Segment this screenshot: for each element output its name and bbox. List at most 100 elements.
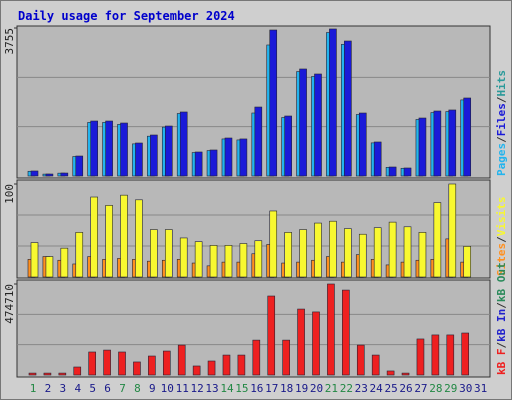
bar [224,245,233,278]
legend-separator: / [495,136,508,143]
x-tick-label: 29 [444,382,457,395]
bar [356,344,365,376]
y-tick-label: 100 [3,184,16,204]
bar [401,372,410,376]
legend: Pages/Files/Hits [495,70,508,176]
bar [463,97,472,177]
x-tick-label: 8 [134,382,141,395]
bar [344,40,352,177]
bar [344,228,352,278]
bar [60,247,69,278]
bar [194,241,203,278]
legend-separator: / [495,236,508,243]
bar [386,370,395,376]
bar [105,205,113,278]
x-tick-label: 22 [340,382,353,395]
bar [388,166,397,177]
legend: Sites/Visits [495,197,508,277]
bar [373,141,382,177]
x-tick-label: 7 [119,382,126,395]
bar [73,366,82,376]
bar [448,109,457,177]
legend-separator: / [495,302,508,309]
x-tick-label: 17 [265,382,278,395]
bar [135,199,143,278]
x-tick-label: 4 [74,382,81,395]
bar [222,354,231,376]
bar [284,115,292,177]
bar [224,137,233,177]
x-tick-label: 21 [325,382,338,395]
bar [314,222,322,278]
bar [252,339,261,376]
x-tick-label: 15 [235,382,248,395]
bar [150,229,158,278]
legend-entry: kB Out [495,262,508,302]
bar [192,365,201,376]
bar [164,125,173,177]
bar [237,354,246,376]
bar [297,308,305,376]
legend-entry: Sites [495,243,508,276]
bar [418,232,427,278]
bar [329,28,337,177]
bar [254,240,263,278]
x-tick-label: 13 [205,382,218,395]
x-tick-label: 18 [280,382,293,395]
bar [45,173,54,177]
bar [148,355,156,376]
x-tick-label: 11 [176,382,189,395]
bar [90,196,98,278]
bar [164,229,173,278]
bar [88,351,96,376]
x-tick-label: 6 [104,382,111,395]
bar [388,221,397,278]
x-tick-label: 27 [414,382,427,395]
x-tick-label: 30 [459,382,472,395]
x-tick-label: 9 [149,382,156,395]
bar [358,112,367,177]
bar [103,349,111,376]
bar [448,183,457,278]
bar [418,117,427,177]
bar [150,134,158,177]
bar [282,339,290,376]
x-tick-label: 3 [60,382,67,395]
bar [118,351,126,376]
bar [461,332,470,376]
bar [269,210,278,278]
legend-entry: Files [495,103,508,136]
x-tick-label: 26 [399,382,412,395]
y-tick-label: 474710 [3,284,16,324]
bar [209,149,218,177]
x-tick-label: 5 [89,382,96,395]
bar [60,172,69,177]
bar [239,243,248,278]
bar [327,283,335,376]
bar [433,110,442,177]
bar [194,151,203,177]
bar [177,344,186,376]
bar [209,245,218,278]
legend-entry: Visits [495,197,508,237]
bar [299,229,307,278]
bar [179,111,188,177]
bar [43,372,52,376]
bar [416,338,425,376]
bar [105,120,113,177]
legend-entry: Pages [495,143,508,176]
x-tick-label: 28 [429,382,442,395]
bar [58,372,67,376]
bar [75,232,84,278]
bar [446,334,455,376]
bar [30,242,39,278]
y-tick-label: 3755 [3,28,16,55]
bar [329,220,337,278]
legend: kB F/kB In/kB Out [495,262,508,375]
bar [239,138,248,177]
bar [267,295,276,376]
bar [373,227,382,278]
bar [342,289,350,376]
legend-entry: Hits [495,70,508,97]
